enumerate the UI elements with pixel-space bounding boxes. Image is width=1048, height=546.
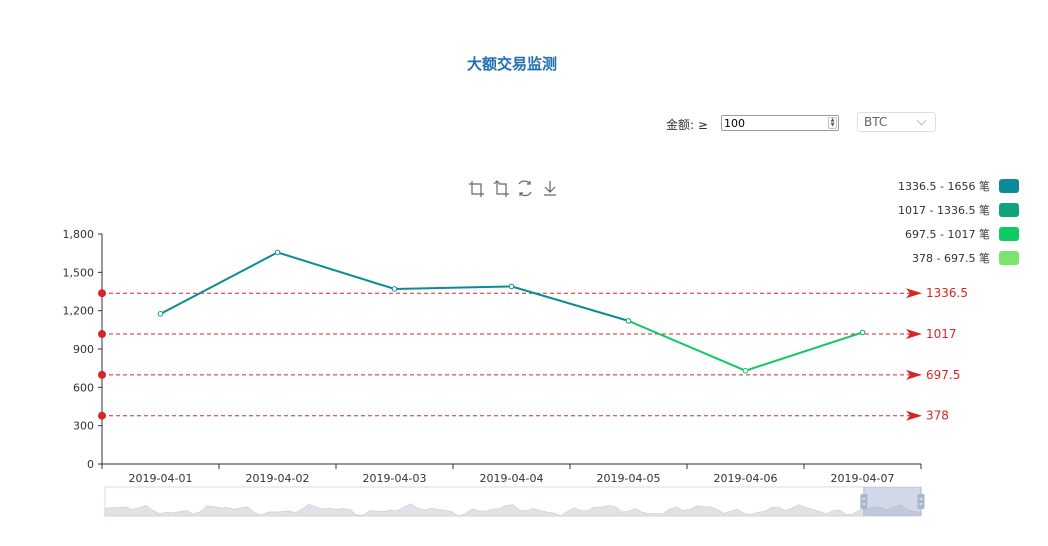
amount-input[interactable] <box>724 116 824 130</box>
mark-line-start-dot <box>98 289 106 298</box>
legend-swatch[interactable] <box>999 203 1019 217</box>
data-zoom-handle-end[interactable] <box>917 487 925 516</box>
series-segment <box>744 331 864 372</box>
y-tick-label: 1,800 <box>63 228 95 241</box>
y-tick-label: 300 <box>73 420 94 433</box>
series-segment <box>393 285 513 290</box>
data-point[interactable] <box>274 249 281 256</box>
legend-swatch[interactable] <box>999 227 1019 241</box>
legend-swatch[interactable] <box>999 251 1019 265</box>
toolbox <box>469 180 556 197</box>
mark-line-arrow-icon <box>906 329 922 340</box>
amount-filter-label: 金额: ≥ <box>666 118 708 132</box>
data-zoom-preview-area <box>104 503 922 517</box>
restore-icon[interactable] <box>518 180 532 197</box>
mark-line-arrow-icon <box>906 288 922 299</box>
zoom-reset-icon[interactable] <box>493 180 509 197</box>
chart-title: 大额交易监测 <box>466 55 557 73</box>
y-tick-label: 900 <box>73 343 94 356</box>
series-segment <box>510 285 630 322</box>
x-axis: 2019-04-01 2019-04-02 2019-04-03 2019-04-04… <box>101 463 922 485</box>
download-icon[interactable] <box>544 181 556 196</box>
mark-line-label: 1017 <box>926 327 957 341</box>
data-point[interactable] <box>508 283 515 290</box>
x-tick-label: 2019-04-02 <box>246 472 310 485</box>
mark-line-arrow-icon <box>906 410 922 421</box>
mark-lines: 1336.5 1017 697.5 378 <box>98 286 968 423</box>
amount-input-box[interactable]: ▲▼ <box>721 115 839 131</box>
mark-line-start-dot <box>98 330 106 339</box>
amount-stepper[interactable]: ▲ ▼ <box>828 117 837 129</box>
data-zoom-slider[interactable] <box>104 486 925 517</box>
x-tick-label: 2019-04-05 <box>597 472 661 485</box>
y-axis: 0 300 600 900 1,200 1,500 1,800 <box>63 228 103 471</box>
legend-entry-label: 697.5 - 1017 笔 <box>905 227 990 241</box>
data-point[interactable] <box>157 311 164 317</box>
legend: 1336.5 - 1656 笔 1017 - 1336.5 笔 697.5 - 10… <box>898 179 1019 265</box>
series-points <box>157 249 866 374</box>
y-tick-label: 0 <box>87 458 94 471</box>
data-point[interactable] <box>859 329 866 336</box>
series-line <box>159 251 864 372</box>
data-zoom-handle-start[interactable] <box>860 487 868 516</box>
legend-entry-label: 378 - 697.5 笔 <box>912 251 990 265</box>
data-point[interactable] <box>625 318 632 324</box>
mark-line-label: 378 <box>926 409 949 423</box>
series-segment <box>159 251 279 315</box>
currency-select[interactable]: BTC <box>857 112 936 132</box>
x-tick-label: 2019-04-03 <box>363 472 427 485</box>
legend-entry-label: 1017 - 1336.5 笔 <box>898 203 990 217</box>
data-point[interactable] <box>391 286 398 292</box>
zoom-icon[interactable] <box>469 181 484 197</box>
mark-line-label: 697.5 <box>926 368 960 382</box>
legend-entry-label: 1336.5 - 1656 笔 <box>898 179 990 193</box>
x-tick-label: 2019-04-07 <box>831 472 895 485</box>
legend-swatch[interactable] <box>999 179 1019 193</box>
mark-line-label: 1336.5 <box>926 286 968 300</box>
data-zoom-selection[interactable] <box>863 487 921 516</box>
y-tick-label: 1,200 <box>63 305 95 318</box>
data-point[interactable] <box>742 367 749 374</box>
x-tick-label: 2019-04-01 <box>129 472 193 485</box>
currency-select-value: BTC <box>864 115 888 129</box>
y-tick-label: 1,500 <box>63 266 95 279</box>
x-tick-label: 2019-04-04 <box>480 472 544 485</box>
mark-line-arrow-icon <box>906 369 922 380</box>
series-segment <box>276 251 396 290</box>
series-segment <box>627 319 747 372</box>
y-tick-label: 600 <box>73 381 94 394</box>
x-tick-label: 2019-04-06 <box>714 472 778 485</box>
mark-line-start-dot <box>98 411 106 420</box>
mark-line-start-dot <box>98 370 106 379</box>
